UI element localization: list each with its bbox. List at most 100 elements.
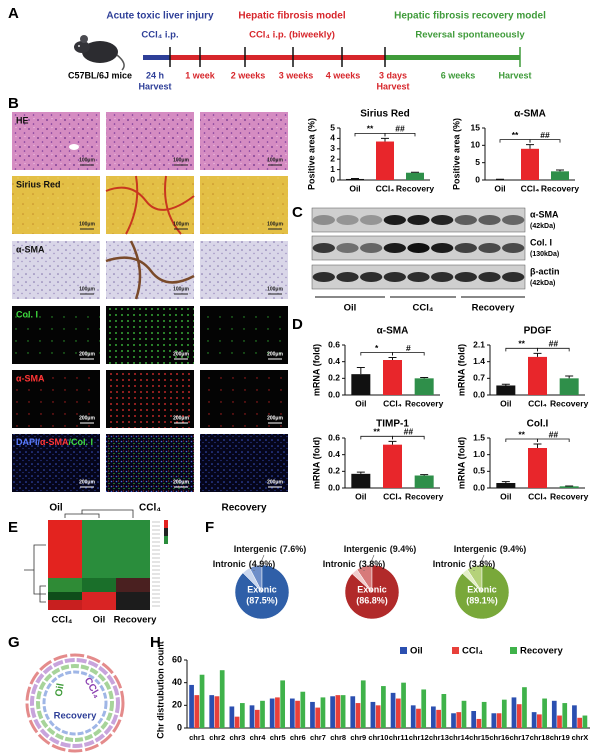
blot-band [360,215,383,225]
pie-label-name: Exonic [467,584,497,594]
x-tick-label: Oil [355,398,366,408]
y-tick-label: 2 [330,153,335,163]
y-axis-label: mRNA (fold) [311,437,321,489]
blot-band [454,215,477,225]
y-axis-label: Chr distrubution count [155,641,165,738]
x-tick-label: chr16 [489,733,509,742]
bar [289,698,295,728]
mouse-head [74,41,90,53]
blot-band [360,272,383,282]
bar [355,703,361,728]
timeline-bar [385,55,520,60]
pie-label: Intronic (4.9%) [213,559,276,569]
error-bar [501,383,510,386]
row-label: DAPI/α-SMA/Col. I [16,437,93,447]
significance-label: ** [518,339,525,349]
scale-label: 200μm [267,351,283,357]
bar [496,385,516,395]
row-label-part: α-SMA [40,437,69,447]
timepoint-label: 4 weeks [326,70,361,80]
circos-ring [25,653,125,753]
heatmap [24,509,168,610]
pie-leader [258,554,265,568]
column-label: Oil [49,503,63,514]
heatmap-column-label: CCl₄ [52,615,73,626]
x-tick-label: Oil [500,491,511,501]
pie-leader [478,554,485,568]
x-tick-label: chr18 [530,733,550,742]
error-bar [411,171,419,173]
x-tick-label: CCl₄ [376,183,395,193]
timepoint-label: 6 weeks [441,70,476,80]
blot-band [502,243,525,253]
mouse-ear [80,35,88,43]
bar [260,700,265,728]
panel-label: F [205,519,214,536]
group-label: Oil [344,303,357,314]
y-tick-label: 0.4 [328,449,340,459]
panel-label: G [8,634,20,651]
bar [375,705,381,728]
timepoint-label: 3 weeks [279,70,314,80]
pie-label-value: (89.1%) [466,595,498,605]
x-tick-label: Recovery [550,491,589,501]
blot-band [336,272,359,282]
bar [234,716,240,728]
bar [416,708,421,728]
bar [381,686,386,728]
y-tick-label: 0.0 [328,482,340,492]
pie-label: Intronic (3.8%) [323,559,386,569]
timeline-bar [143,55,170,60]
bar [572,705,577,728]
significance-bracket [505,438,538,442]
significance-bracket [360,352,393,356]
y-axis-label: mRNA (fold) [311,344,321,396]
mouse-icon [74,35,125,71]
phase-title: Hepatic fibrosis model [238,11,345,22]
fibrosis-septa [105,240,195,300]
x-tick-label: chr9 [350,733,366,742]
y-tick-label: 0.6 [328,432,340,442]
blot-band [407,215,430,225]
micrograph [12,112,100,170]
band-size: (130kDa) [530,251,559,258]
bar [390,692,396,728]
pie-slice [454,564,510,620]
blot-band [431,272,454,282]
mouse-label: C57BL/6J mice [68,70,132,80]
significance-label: # [406,343,411,353]
bar [451,713,456,728]
y-tick-label: 0 [177,722,182,732]
bar [315,707,321,728]
y-tick-label: 0.6 [328,339,340,349]
significance-label: * [375,343,379,353]
timepoint-label: Harvest [498,70,531,80]
micrograph [12,306,100,364]
micrograph [200,112,288,170]
fibrosis-septa [105,175,195,235]
x-tick-label: chr2 [209,733,225,742]
y-tick-label: 0 [475,174,480,184]
bar [559,378,579,395]
scale-label: 100μm [267,286,283,292]
bar [194,695,200,728]
bar [351,473,371,488]
x-tick-label: chr13 [429,733,449,742]
x-tick-label: CCl₄ [383,398,402,408]
pie-label-name: Intergenic [344,544,387,554]
phase-treatment: CCl₄ i.p. [141,30,178,41]
row-label: Sirius Red [16,179,61,189]
y-tick-label: 1.4 [473,356,485,366]
micrograph [12,434,100,492]
timepoint-label: 24 h [146,70,164,80]
blot-band [431,243,454,253]
pie-label-value: (86.8%) [356,595,388,605]
row-label-part: /Col. I [69,437,94,447]
error-bar [388,440,397,445]
pie-label-value: (9.4%) [390,544,417,554]
bar [330,696,335,728]
bar [436,709,441,728]
significance-bracket [392,352,425,356]
scale-label: 200μm [173,479,189,485]
panel-label: H [150,634,161,651]
